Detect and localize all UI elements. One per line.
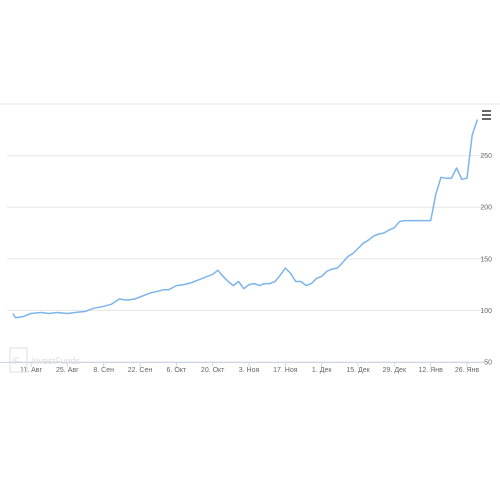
x-tick-label: 17. Ноя xyxy=(273,367,298,374)
series-line-group xyxy=(12,119,479,319)
x-tick-label: 26. Янв xyxy=(455,367,480,374)
svg-text:IF: IF xyxy=(12,356,21,366)
watermark-text: InvestFunds xyxy=(31,356,81,366)
grid-lines xyxy=(7,155,485,363)
watermark-logo: IF xyxy=(9,347,28,373)
series-line[interactable] xyxy=(12,119,479,319)
y-axis-ticks: 50 100 150 200 250 xyxy=(480,153,492,366)
x-tick-label: 8. Сен xyxy=(93,367,114,374)
x-tick-label: 29. Дек xyxy=(383,367,407,374)
x-tick-label: 22. Сен xyxy=(128,367,153,374)
y-tick-label: 50 xyxy=(484,360,492,367)
x-tick-label: 3. Ноя xyxy=(239,367,260,374)
y-tick-label: 250 xyxy=(480,153,492,160)
x-tick-label: 12. Янв xyxy=(419,367,444,374)
x-tick-label: 25. Авг xyxy=(56,367,79,374)
x-tick-label: 1. Дек xyxy=(312,367,332,374)
x-tick-label: 20. Окт xyxy=(201,367,225,374)
y-tick-label: 100 xyxy=(480,308,492,315)
hamburger-menu-icon[interactable] xyxy=(482,110,491,120)
x-tick-label: 11. Авг xyxy=(20,367,43,374)
y-tick-label: 200 xyxy=(480,205,492,212)
x-tick-label: 15. Дек xyxy=(346,367,370,374)
y-tick-label: 150 xyxy=(480,256,492,263)
x-axis-ticks: 11. Авг 25. Авг 8. Сен 22. Сен 6. Окт 20. Окт… xyxy=(20,363,479,374)
x-tick-label: 6. Окт xyxy=(167,367,187,374)
